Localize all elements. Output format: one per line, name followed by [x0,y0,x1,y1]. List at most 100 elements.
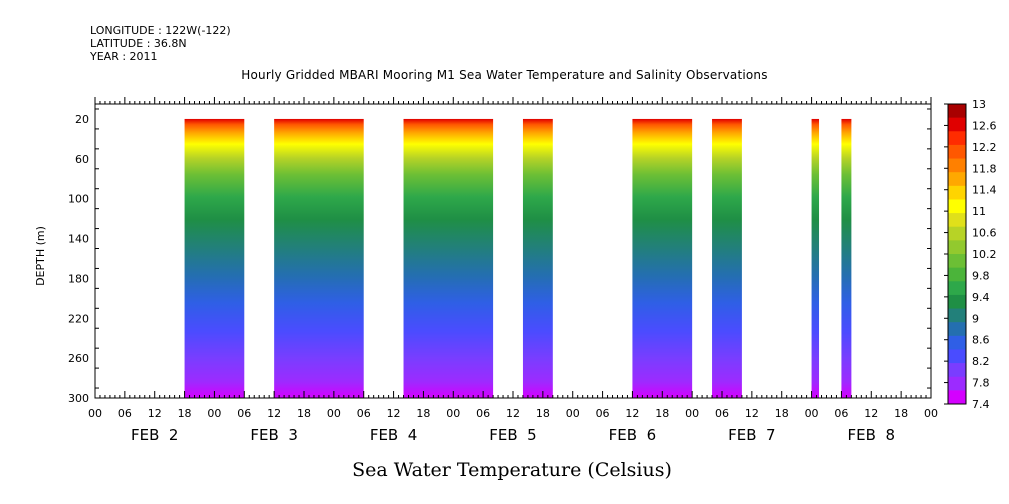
colorbar-cell [948,172,966,187]
x-hour-label: 00 [566,407,580,420]
colorbar-label: 10.2 [972,248,997,261]
data-segment-5 [632,118,693,398]
data-segment-3 [403,118,494,398]
colorbar-cell [948,131,966,146]
y-tick-label: 140 [68,233,89,246]
colorbar-cell [948,185,966,200]
x-hour-label: 18 [775,407,789,420]
y-tick-label: 260 [68,352,89,365]
x-day-label: FEB 4 [370,426,417,444]
x-hour-label: 00 [805,407,819,420]
colorbar: 13 12.6 12.2 11.8 11.4 11 10.6 10.2 9.8 9.4 9 8.6 8.… [944,98,997,411]
colorbar-label: 9 [972,312,979,325]
y-tick-label: 100 [68,193,89,206]
x-hour-label: 12 [387,407,401,420]
y-axis-label: DEPTH (m) [34,226,47,286]
x-hour-label: 12 [506,407,520,420]
x-hour-label: 18 [297,407,311,420]
colorbar-cell [948,267,966,282]
x-hour-label: 00 [207,407,221,420]
x-hour-label: 06 [715,407,729,420]
colorbar-cell [948,226,966,241]
x-hour-label: 06 [357,407,371,420]
data-segment-8 [841,118,852,398]
colorbar-cell [948,144,966,160]
x-axis: 00 06 12 18 00 06 12 18 00 06 12 18 00 06 12 18 00 06 12 18… [88,97,938,444]
x-hour-label: 18 [655,407,669,420]
colorbar-cell [948,199,966,214]
colorbar-cell [948,376,966,391]
colorbar-label: 11.8 [972,162,997,175]
data-segment-1 [184,118,245,398]
year-label: YEAR : 2011 [90,50,158,63]
data-segment-6 [712,118,742,398]
x-hour-label: 06 [834,407,848,420]
colorbar-label: 10.6 [972,227,997,240]
x-hour-label: 00 [88,407,102,420]
colorbar-cell [948,363,966,378]
x-day-label: FEB 6 [609,426,656,444]
colorbar-cell [948,117,966,132]
x-hour-label: 12 [148,407,162,420]
colorbar-label: 7.8 [972,377,990,390]
colorbar-label: 8.2 [972,355,990,368]
x-hour-label: 18 [178,407,192,420]
x-hour-label: 06 [476,407,490,420]
longitude-label: LONGITUDE : 122W(-122) [90,24,231,37]
colorbar-cell [948,349,966,364]
data-segment-2 [274,118,364,398]
x-hour-label: 06 [118,407,132,420]
y-tick-label: 60 [75,153,89,166]
x-day-label: FEB 7 [728,426,775,444]
colorbar-label: 8.6 [972,334,990,347]
variable-label: Sea Water Temperature (Celsius) [352,459,672,481]
colorbar-label: 9.8 [972,269,990,282]
y-tick-label: 220 [68,312,89,325]
x-hour-label: 00 [327,407,341,420]
x-hour-label: 00 [924,407,938,420]
colorbar-label: 7.4 [972,398,990,411]
y-tick-label: 180 [68,272,89,285]
y-tick-label: 20 [75,113,89,126]
x-hour-label: 00 [446,407,460,420]
colorbar-label: 12.2 [972,141,997,154]
colorbar-cell [948,281,966,296]
colorbar-cell [948,158,966,173]
x-hour-label: 12 [745,407,759,420]
colorbar-cell [948,254,966,269]
latitude-label: LATITUDE : 36.8N [90,37,187,50]
y-tick-label: 300 [68,392,89,405]
x-hour-label: 18 [416,407,430,420]
colorbar-label: 11 [972,205,986,218]
x-hour-label: 12 [625,407,639,420]
x-hour-label: 12 [864,407,878,420]
colorbar-label: 13 [972,98,986,111]
x-day-label: FEB 2 [131,426,178,444]
colorbar-cell [948,322,966,337]
colorbar-cell [948,294,966,310]
colorbar-label: 12.6 [972,119,997,132]
x-hour-label: 12 [267,407,281,420]
x-day-label: FEB 8 [848,426,895,444]
data-segment-7 [811,118,820,398]
x-day-label: FEB 5 [489,426,536,444]
colorbar-cell [948,390,966,405]
x-hour-label: 00 [685,407,699,420]
colorbar-cell [948,104,966,119]
x-day-label: FEB 3 [250,426,297,444]
colorbar-cell [948,213,966,228]
x-hour-label: 18 [894,407,908,420]
x-hour-label: 18 [536,407,550,420]
colorbar-label: 11.4 [972,184,997,197]
colorbar-cell [948,240,966,255]
data-segments [184,118,852,398]
chart-title: Hourly Gridded MBARI Mooring M1 Sea Wate… [241,68,768,82]
colorbar-label: 9.4 [972,291,990,304]
x-hour-label: 06 [596,407,610,420]
y-axis: 20 60 100 140 180 220 260 300 [68,108,931,405]
x-hour-label: 06 [237,407,251,420]
colorbar-cell [948,335,966,350]
colorbar-cell [948,308,966,323]
data-segment-4 [522,118,553,398]
